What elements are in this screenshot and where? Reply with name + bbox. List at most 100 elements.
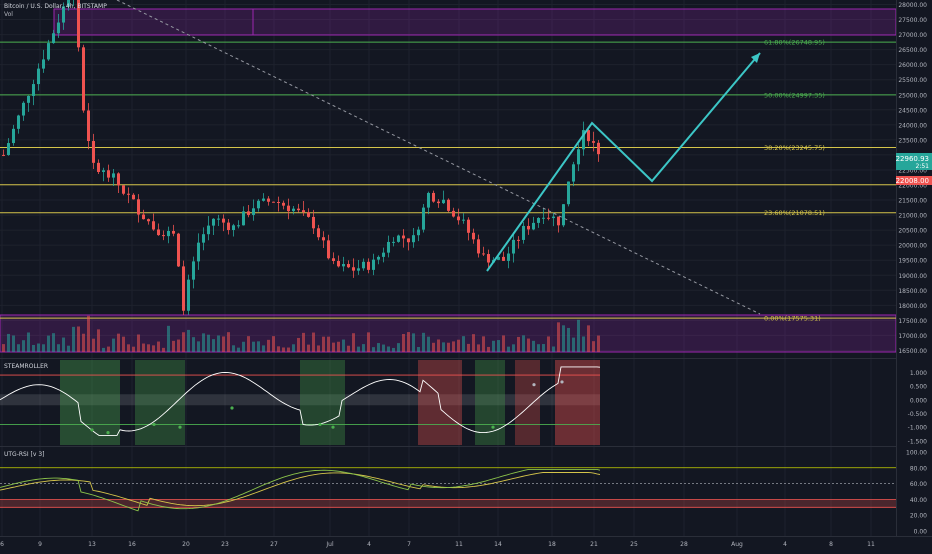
volume-bar (582, 336, 585, 352)
signal-zone (475, 360, 505, 445)
steamroller-tick-label: 1.000 (910, 370, 927, 377)
candle-body (512, 239, 515, 254)
candle-body (77, 0, 80, 48)
volume-bar (347, 345, 350, 352)
candle-body (352, 267, 355, 271)
candle-body (167, 230, 170, 237)
volume-bar (227, 332, 230, 352)
price-tick-label: 22500.00 (898, 167, 927, 174)
volume-bar (277, 346, 280, 352)
volume-bar (497, 340, 500, 352)
volume-bar (257, 341, 260, 352)
candle-body (97, 162, 100, 172)
time-tick-label: 18 (548, 541, 556, 548)
candle-body (562, 204, 565, 226)
volume-bar (467, 343, 470, 352)
volume-bar (117, 333, 120, 352)
volume-bar (182, 332, 185, 352)
signal-dot (560, 380, 564, 384)
candle-body (497, 256, 500, 260)
candle-body (92, 141, 95, 163)
volume-bar (512, 344, 515, 352)
candle-body (427, 192, 430, 208)
symbol-title: Bitcoin / U.S. Dollar, 4h, BITSTAMP (4, 3, 107, 10)
volume-bar (192, 337, 195, 352)
volume-bar (107, 346, 110, 352)
volume-bar (352, 333, 355, 352)
volume-bar (217, 335, 220, 352)
price-tick-label: 20500.00 (898, 228, 927, 235)
candle-body (112, 173, 115, 178)
rsi-signal-line (0, 472, 601, 507)
volume-bar (542, 344, 545, 352)
volume-bar (372, 347, 375, 352)
signal-dot (152, 422, 156, 427)
candle-body (402, 235, 405, 239)
candle-body (507, 253, 510, 261)
price-axis[interactable] (896, 0, 932, 536)
volume-bar (7, 333, 10, 352)
price-tick-label: 27000.00 (898, 32, 927, 39)
price-tick-label: 25000.00 (898, 92, 927, 99)
volume-bar (447, 342, 450, 352)
volume-bar (407, 332, 410, 352)
candle-body (597, 142, 600, 155)
volume-bar (272, 336, 275, 352)
marker-price-value: 22008.00 (896, 177, 929, 185)
time-axis-labels: 6 9 13 16 20 23 27 Jul 4 7 11 14 18 21 25 28 Aug 4 8 11 (0, 541, 875, 548)
rsi-tick-label: 40.00 (910, 497, 927, 504)
volume-bar (517, 336, 520, 352)
candle-body (337, 260, 340, 267)
candle-body (417, 229, 420, 236)
volume-bar (212, 339, 215, 352)
candle-body (282, 202, 285, 206)
projection-path (486, 52, 761, 272)
volume-bar (132, 346, 135, 352)
candles (2, 0, 600, 315)
candle-body (32, 84, 35, 96)
volume-bar (297, 337, 300, 352)
candle-body (342, 264, 345, 267)
volume-bar (572, 337, 575, 352)
rsi-pane (0, 467, 896, 512)
signal-dot (178, 425, 182, 429)
candle-body (587, 130, 590, 142)
volume-bar (252, 341, 255, 352)
volume-bar (202, 333, 205, 352)
volume-bar (327, 336, 330, 352)
steamroller-tick-label: 0.500 (910, 384, 927, 391)
price-tick-label: 18500.00 (898, 288, 927, 295)
price-tick-label: 28000.00 (898, 2, 927, 9)
signal-dot (491, 425, 495, 429)
rsi-tick-label: 80.00 (910, 465, 927, 472)
time-axis[interactable] (0, 536, 932, 550)
time-tick-label: 4 (783, 541, 787, 548)
candle-body (532, 222, 535, 230)
candle-body (582, 130, 585, 150)
volume-bar (197, 341, 200, 352)
candle-body (67, 0, 70, 7)
candle-body (197, 242, 200, 262)
volume-bar (142, 343, 145, 352)
candle-body (7, 143, 10, 156)
candle-body (357, 268, 360, 271)
volume-bar (287, 347, 290, 352)
volume-bar (167, 325, 170, 352)
volume-bar (507, 346, 510, 352)
candle-body (62, 6, 65, 23)
price-tick-label: 17500.00 (898, 318, 927, 325)
volume-bar (557, 322, 560, 352)
candle-body (132, 194, 135, 200)
grid (0, 0, 896, 536)
volume-bar (492, 340, 495, 352)
candle-body (397, 235, 400, 242)
volume-bar (187, 329, 190, 352)
price-tick-label: 22000.00 (898, 183, 927, 190)
volume-bar (307, 344, 310, 352)
candle-body (242, 211, 245, 226)
candle-body (327, 240, 330, 259)
candle-body (322, 237, 325, 241)
candle-body (392, 241, 395, 243)
